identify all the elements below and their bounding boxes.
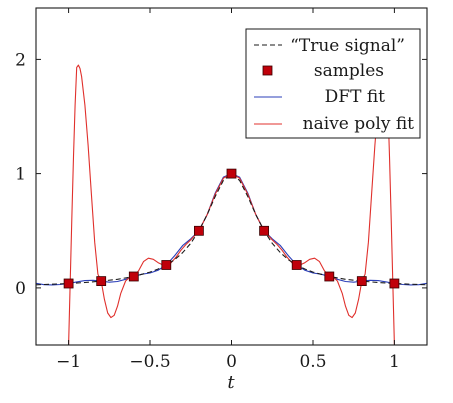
legend-true-signal-label: “True signal” — [290, 36, 405, 56]
series-line-0 — [36, 173, 427, 286]
sample-point — [63, 278, 74, 289]
y-tick-label: 1 — [15, 165, 26, 185]
sample-point — [291, 260, 302, 270]
legend: “True signal” samples DFT fit naive poly… — [245, 28, 421, 139]
sample-point — [226, 168, 237, 179]
sample-point — [128, 271, 139, 282]
y-tick-label: 0 — [15, 279, 26, 299]
x-axis-label: t — [227, 372, 235, 393]
sample-point — [389, 278, 400, 289]
sample-point — [356, 276, 367, 287]
legend-box — [245, 28, 421, 139]
legend-poly-fit-label: naive poly fit — [303, 114, 414, 134]
legend-dft-fit-label: DFT fit — [325, 87, 386, 107]
sample-point — [193, 225, 204, 236]
sample-point — [96, 276, 107, 287]
sample-point — [259, 225, 270, 236]
axis-layer: −1 −0.5 0 0.5 1 0 1 2 — [15, 8, 427, 372]
x-tick-label: 1 — [389, 352, 400, 372]
x-tick-label: −0.5 — [129, 352, 170, 372]
sample-point — [161, 260, 172, 270]
x-tick-label: 0 — [226, 352, 237, 372]
sample-point — [324, 271, 335, 282]
marker-layer — [63, 168, 400, 289]
y-tick-label: 2 — [15, 50, 26, 70]
x-tick-label: −1 — [56, 352, 81, 372]
x-tick-label: 0.5 — [299, 352, 326, 372]
legend-samples-label: samples — [314, 61, 384, 81]
series-line-2 — [36, 173, 427, 286]
legend-samples-swatch — [262, 65, 273, 76]
